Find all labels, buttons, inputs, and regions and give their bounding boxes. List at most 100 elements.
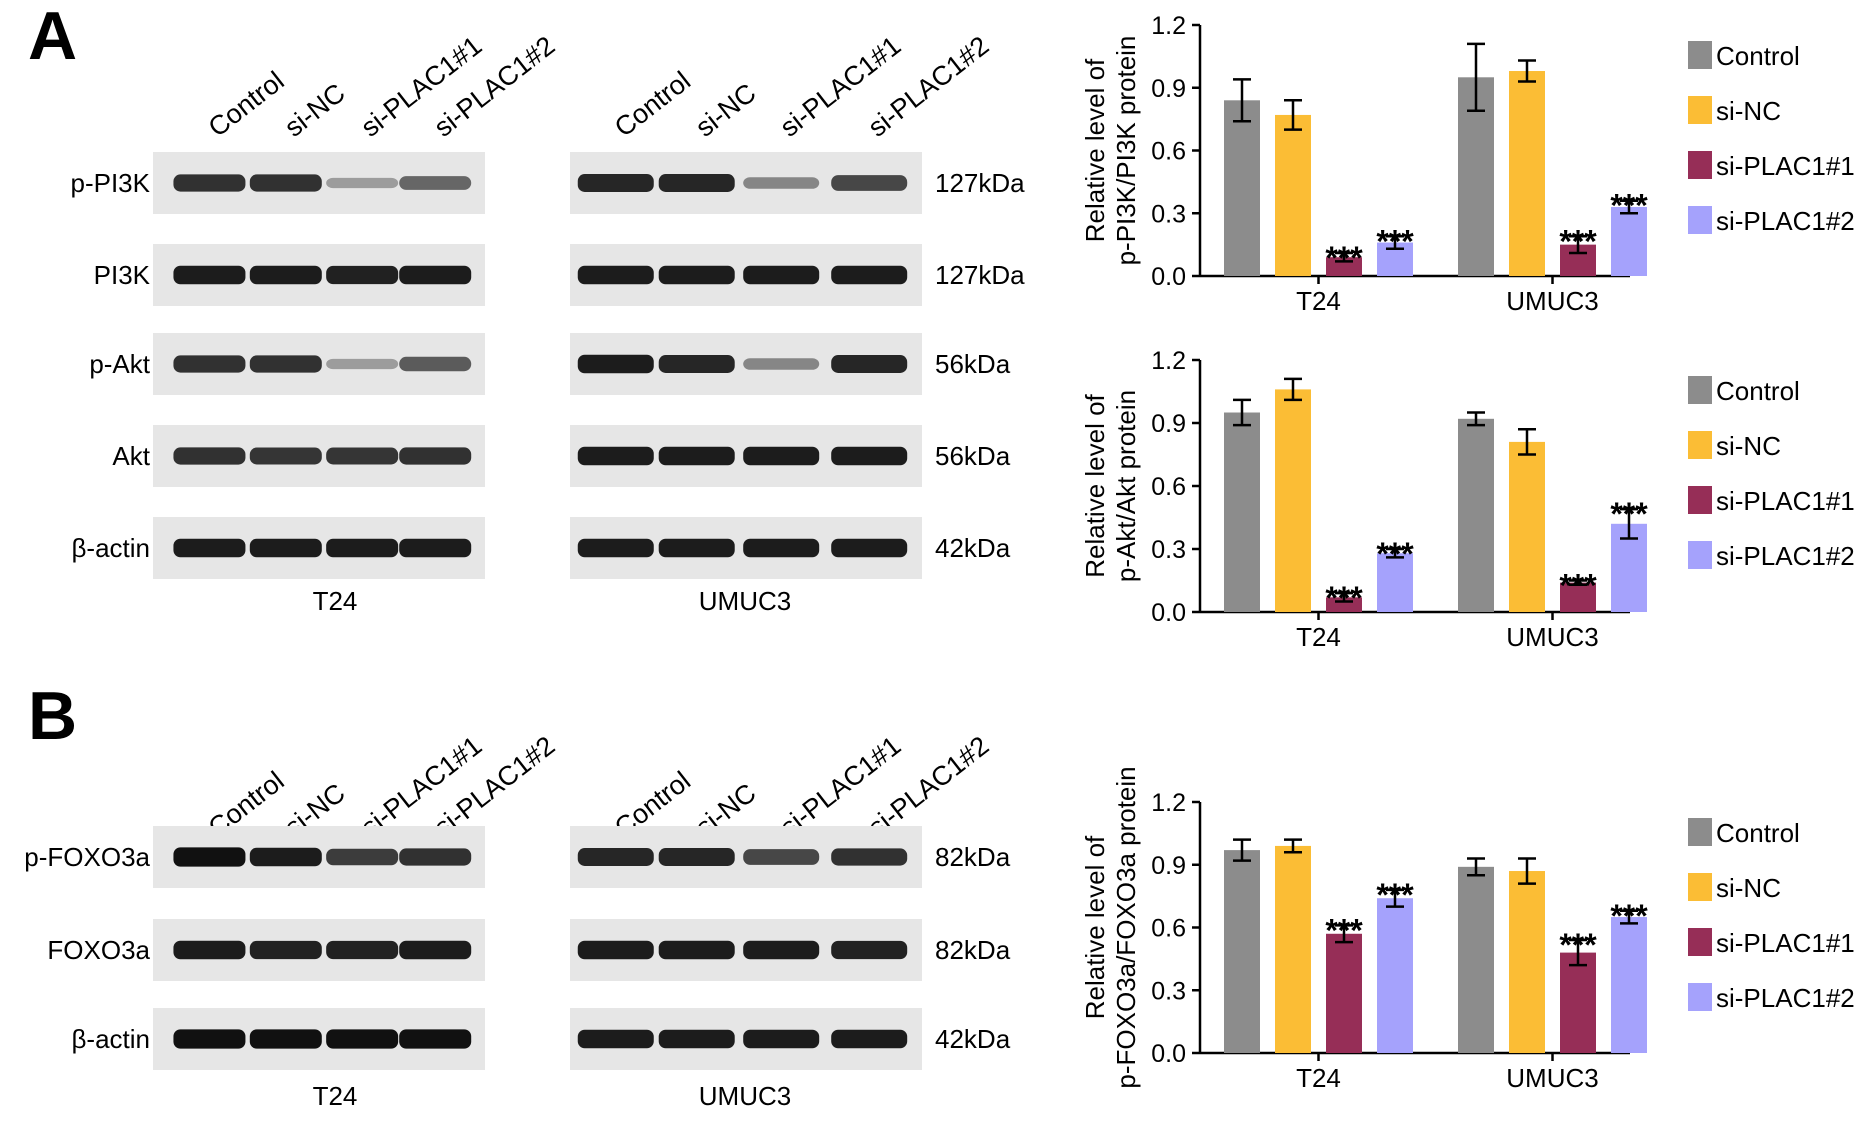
bar-chart-3: 0.0 0.3 0.6 0.9 1.2 Relative level of p-FOXO3a… <box>1080 766 1855 1093</box>
protein-band <box>743 358 820 370</box>
significance-marker: *** <box>1559 568 1597 604</box>
y-axis-label: Relative level of <box>1080 393 1110 577</box>
protein-band <box>173 447 246 465</box>
blot-strip-umuc3 <box>570 244 922 306</box>
legend: Control si-NC si-PLAC1#1 si-PLAC1#2 <box>1688 818 1855 1013</box>
protein-label: p-Akt <box>89 349 150 379</box>
y-tick-label: 0.9 <box>1151 410 1186 438</box>
blot-strip-umuc3 <box>570 425 922 487</box>
blot-strip-umuc3 <box>570 919 922 981</box>
protein-label: p-FOXO3a <box>24 842 150 872</box>
protein-band <box>249 940 322 960</box>
blot-strip-t24 <box>153 1008 485 1070</box>
protein-label: β-actin <box>71 533 150 563</box>
legend-swatch <box>1688 928 1712 956</box>
protein-band <box>173 355 246 373</box>
bar <box>1458 866 1494 1053</box>
x-tick-label: T24 <box>1296 1063 1341 1093</box>
y-tick-label: 0.6 <box>1151 473 1186 501</box>
legend-label: Control <box>1716 376 1800 406</box>
y-tick-label: 0.9 <box>1151 75 1186 103</box>
blot-strip-t24 <box>153 333 485 395</box>
kda-label: 42kDa <box>935 533 1011 563</box>
protein-label: β-actin <box>71 1024 150 1054</box>
significance-marker: *** <box>1610 496 1648 532</box>
protein-band <box>173 538 246 558</box>
protein-label: FOXO3a <box>47 935 150 965</box>
protein-band <box>658 174 735 192</box>
bar <box>1377 553 1413 612</box>
bar <box>1611 206 1647 276</box>
y-tick-label: 0.3 <box>1151 977 1186 1005</box>
x-tick-label: UMUC3 <box>1506 286 1598 316</box>
protein-band <box>658 265 735 285</box>
protein-band <box>658 848 735 866</box>
y-axis-label: Relative level of <box>1080 835 1110 1019</box>
legend-label: Control <box>1716 818 1800 848</box>
kda-label: 56kDa <box>935 349 1011 379</box>
protein-band <box>326 1029 399 1049</box>
lane-label-umuc3: Control <box>609 65 696 142</box>
significance-marker: *** <box>1325 580 1363 616</box>
protein-band <box>743 940 820 960</box>
kda-label: 82kDa <box>935 842 1011 872</box>
y-tick-label: 0.0 <box>1151 263 1186 291</box>
cell-line-caption: T24 <box>313 1081 358 1111</box>
protein-band <box>577 265 654 285</box>
protein-band <box>743 446 820 466</box>
y-tick-label: 0.3 <box>1151 200 1186 228</box>
protein-band <box>399 940 472 960</box>
protein-band <box>577 354 654 374</box>
legend-label: Control <box>1716 41 1800 71</box>
legend: Control si-NC si-PLAC1#1 si-PLAC1#2 <box>1688 41 1855 236</box>
protein-band <box>577 538 654 558</box>
protein-label: p-PI3K <box>71 168 151 198</box>
blot-strip-umuc3 <box>570 152 922 214</box>
bar <box>1560 582 1596 612</box>
protein-band <box>743 849 820 865</box>
protein-band <box>831 940 908 960</box>
protein-band <box>399 538 472 558</box>
bar <box>1275 114 1311 276</box>
protein-band <box>326 447 399 465</box>
bar <box>1509 871 1545 1053</box>
significance-marker: *** <box>1559 223 1597 259</box>
blot-strip-t24 <box>153 826 485 888</box>
blot-strip-t24 <box>153 425 485 487</box>
y-tick-label: 1.2 <box>1151 12 1186 40</box>
significance-marker: *** <box>1610 188 1648 224</box>
significance-marker: *** <box>1376 223 1414 259</box>
protein-band <box>658 538 735 558</box>
protein-band <box>249 265 322 285</box>
bar <box>1275 845 1311 1053</box>
protein-band <box>658 940 735 960</box>
protein-band <box>831 355 908 373</box>
protein-band <box>399 447 472 465</box>
y-axis-label: Relative level of <box>1080 58 1110 242</box>
protein-band <box>577 1029 654 1049</box>
panel-label-a: A <box>28 0 78 74</box>
panel-label-b: B <box>28 678 78 754</box>
protein-band <box>577 940 654 960</box>
legend-label: si-PLAC1#1 <box>1716 928 1855 958</box>
bar <box>1224 850 1260 1053</box>
x-tick-label: T24 <box>1296 622 1341 652</box>
protein-band <box>173 847 246 867</box>
legend-swatch <box>1688 486 1712 514</box>
significance-marker: *** <box>1376 877 1414 913</box>
protein-label: Akt <box>112 441 150 471</box>
blot-strip-umuc3 <box>570 517 922 579</box>
significance-marker: *** <box>1559 927 1597 963</box>
protein-band <box>173 940 246 960</box>
protein-band <box>326 940 399 960</box>
x-tick-label: UMUC3 <box>1506 622 1598 652</box>
protein-band <box>249 538 322 558</box>
protein-band <box>577 174 654 192</box>
protein-band <box>173 1029 246 1049</box>
bar-chart-1: 0.0 0.3 0.6 0.9 1.2 Relative level of p-PI3K/P… <box>1080 12 1855 316</box>
blot-strip-t24 <box>153 244 485 306</box>
protein-band <box>743 177 820 189</box>
blot-strip-umuc3 <box>570 1008 922 1070</box>
protein-band <box>326 265 399 285</box>
kda-label: 82kDa <box>935 935 1011 965</box>
